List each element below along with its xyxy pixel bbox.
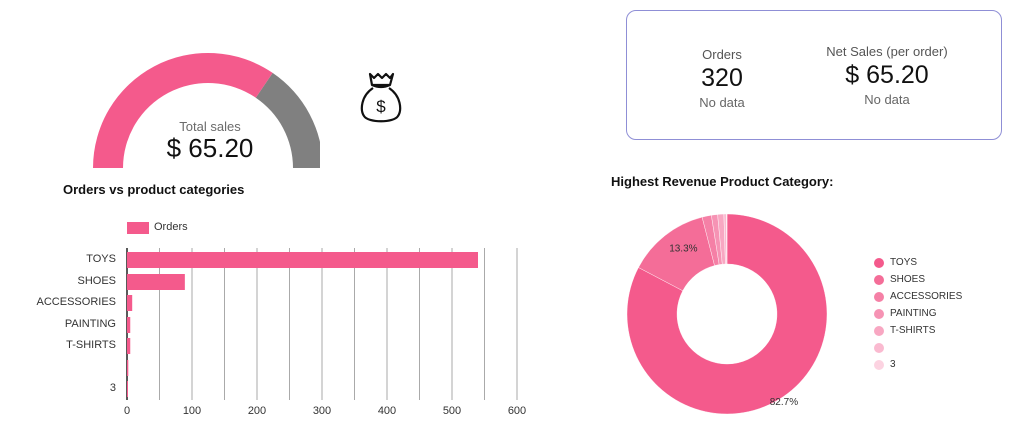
bar <box>127 317 131 333</box>
legend-label: SHOES <box>890 274 926 285</box>
y-category-label: T-SHIRTS <box>66 339 116 351</box>
donut-chart: 82.7% 13.3% <box>626 213 828 415</box>
x-tick-label: 500 <box>442 405 462 417</box>
gauge-label: Total sales <box>179 119 241 134</box>
y-category-label: SHOES <box>77 275 116 287</box>
bar-legend-orders: Orders <box>154 221 188 233</box>
svg-text:82.7%: 82.7% <box>770 397 798 408</box>
bar <box>127 252 478 268</box>
bar <box>127 295 133 311</box>
legend-dot-icon <box>874 274 884 285</box>
legend-dot-icon <box>874 342 884 353</box>
x-tick-label: 100 <box>182 405 202 417</box>
legend-item[interactable]: SHOES <box>874 271 962 288</box>
x-tick-label: 300 <box>312 405 332 417</box>
x-tick-label: 200 <box>247 405 267 417</box>
x-tick-label: 400 <box>377 405 397 417</box>
legend-item[interactable]: 3 <box>874 356 962 373</box>
legend-dot-icon <box>874 308 884 319</box>
bar <box>127 338 131 354</box>
kpi-card: Orders 320 No data Net Sales (per order)… <box>626 10 1002 140</box>
y-category-label: PAINTING <box>64 318 116 330</box>
legend-item[interactable]: TOYS <box>874 254 962 271</box>
y-category-label: 3 <box>109 382 116 394</box>
kpi-orders-value: 320 <box>701 64 743 92</box>
legend-dot-icon <box>874 325 884 336</box>
bar <box>127 360 129 376</box>
bar <box>127 274 185 290</box>
kpi-net-sales-sub: No data <box>864 92 910 107</box>
x-tick-label: 600 <box>507 405 527 417</box>
money-bag-icon: $ <box>360 72 402 123</box>
donut-legend: TOYS SHOES ACCESSORIES PAINTING T-SHIRTS 3 <box>874 254 962 373</box>
kpi-orders-sub: No data <box>699 95 745 110</box>
bar <box>127 381 128 397</box>
donut-chart-title: Highest Revenue Product Category: <box>611 174 834 189</box>
kpi-orders-label: Orders <box>702 47 742 62</box>
svg-text:13.3%: 13.3% <box>669 243 697 254</box>
legend-item[interactable]: ACCESSORIES <box>874 288 962 305</box>
legend-dot-icon <box>874 359 884 370</box>
legend-label: ACCESSORIES <box>890 291 963 302</box>
legend-item[interactable]: T-SHIRTS <box>874 322 962 339</box>
legend-dot-icon <box>874 291 884 302</box>
kpi-orders: Orders 320 No data <box>657 47 787 110</box>
total-sales-gauge <box>93 53 320 168</box>
kpi-net-sales-value: $ 65.20 <box>845 61 929 89</box>
kpi-net-sales: Net Sales (per order) $ 65.20 No data <box>807 44 967 107</box>
y-category-label: ACCESSORIES <box>36 296 116 308</box>
x-tick-label: 0 <box>123 405 131 417</box>
bar-chart-title: Orders vs product categories <box>63 182 245 197</box>
legend-item[interactable]: PAINTING <box>874 305 962 322</box>
legend-dot-icon <box>874 257 884 268</box>
gauge-value: $ 65.20 <box>166 133 254 163</box>
legend-item[interactable] <box>874 339 962 356</box>
bar-chart: Orders 0 100 200 300 400 500 600 TOYS SHOES ACCESS… <box>36 221 527 417</box>
legend-label: PAINTING <box>890 308 937 319</box>
legend-label: T-SHIRTS <box>890 325 936 336</box>
donut-slice <box>726 213 728 265</box>
legend-label: TOYS <box>890 257 918 268</box>
svg-text:$: $ <box>376 97 386 116</box>
donut-slice <box>626 213 828 415</box>
y-category-label: TOYS <box>86 253 116 265</box>
kpi-net-sales-label: Net Sales (per order) <box>826 44 948 59</box>
legend-label: 3 <box>890 359 896 370</box>
